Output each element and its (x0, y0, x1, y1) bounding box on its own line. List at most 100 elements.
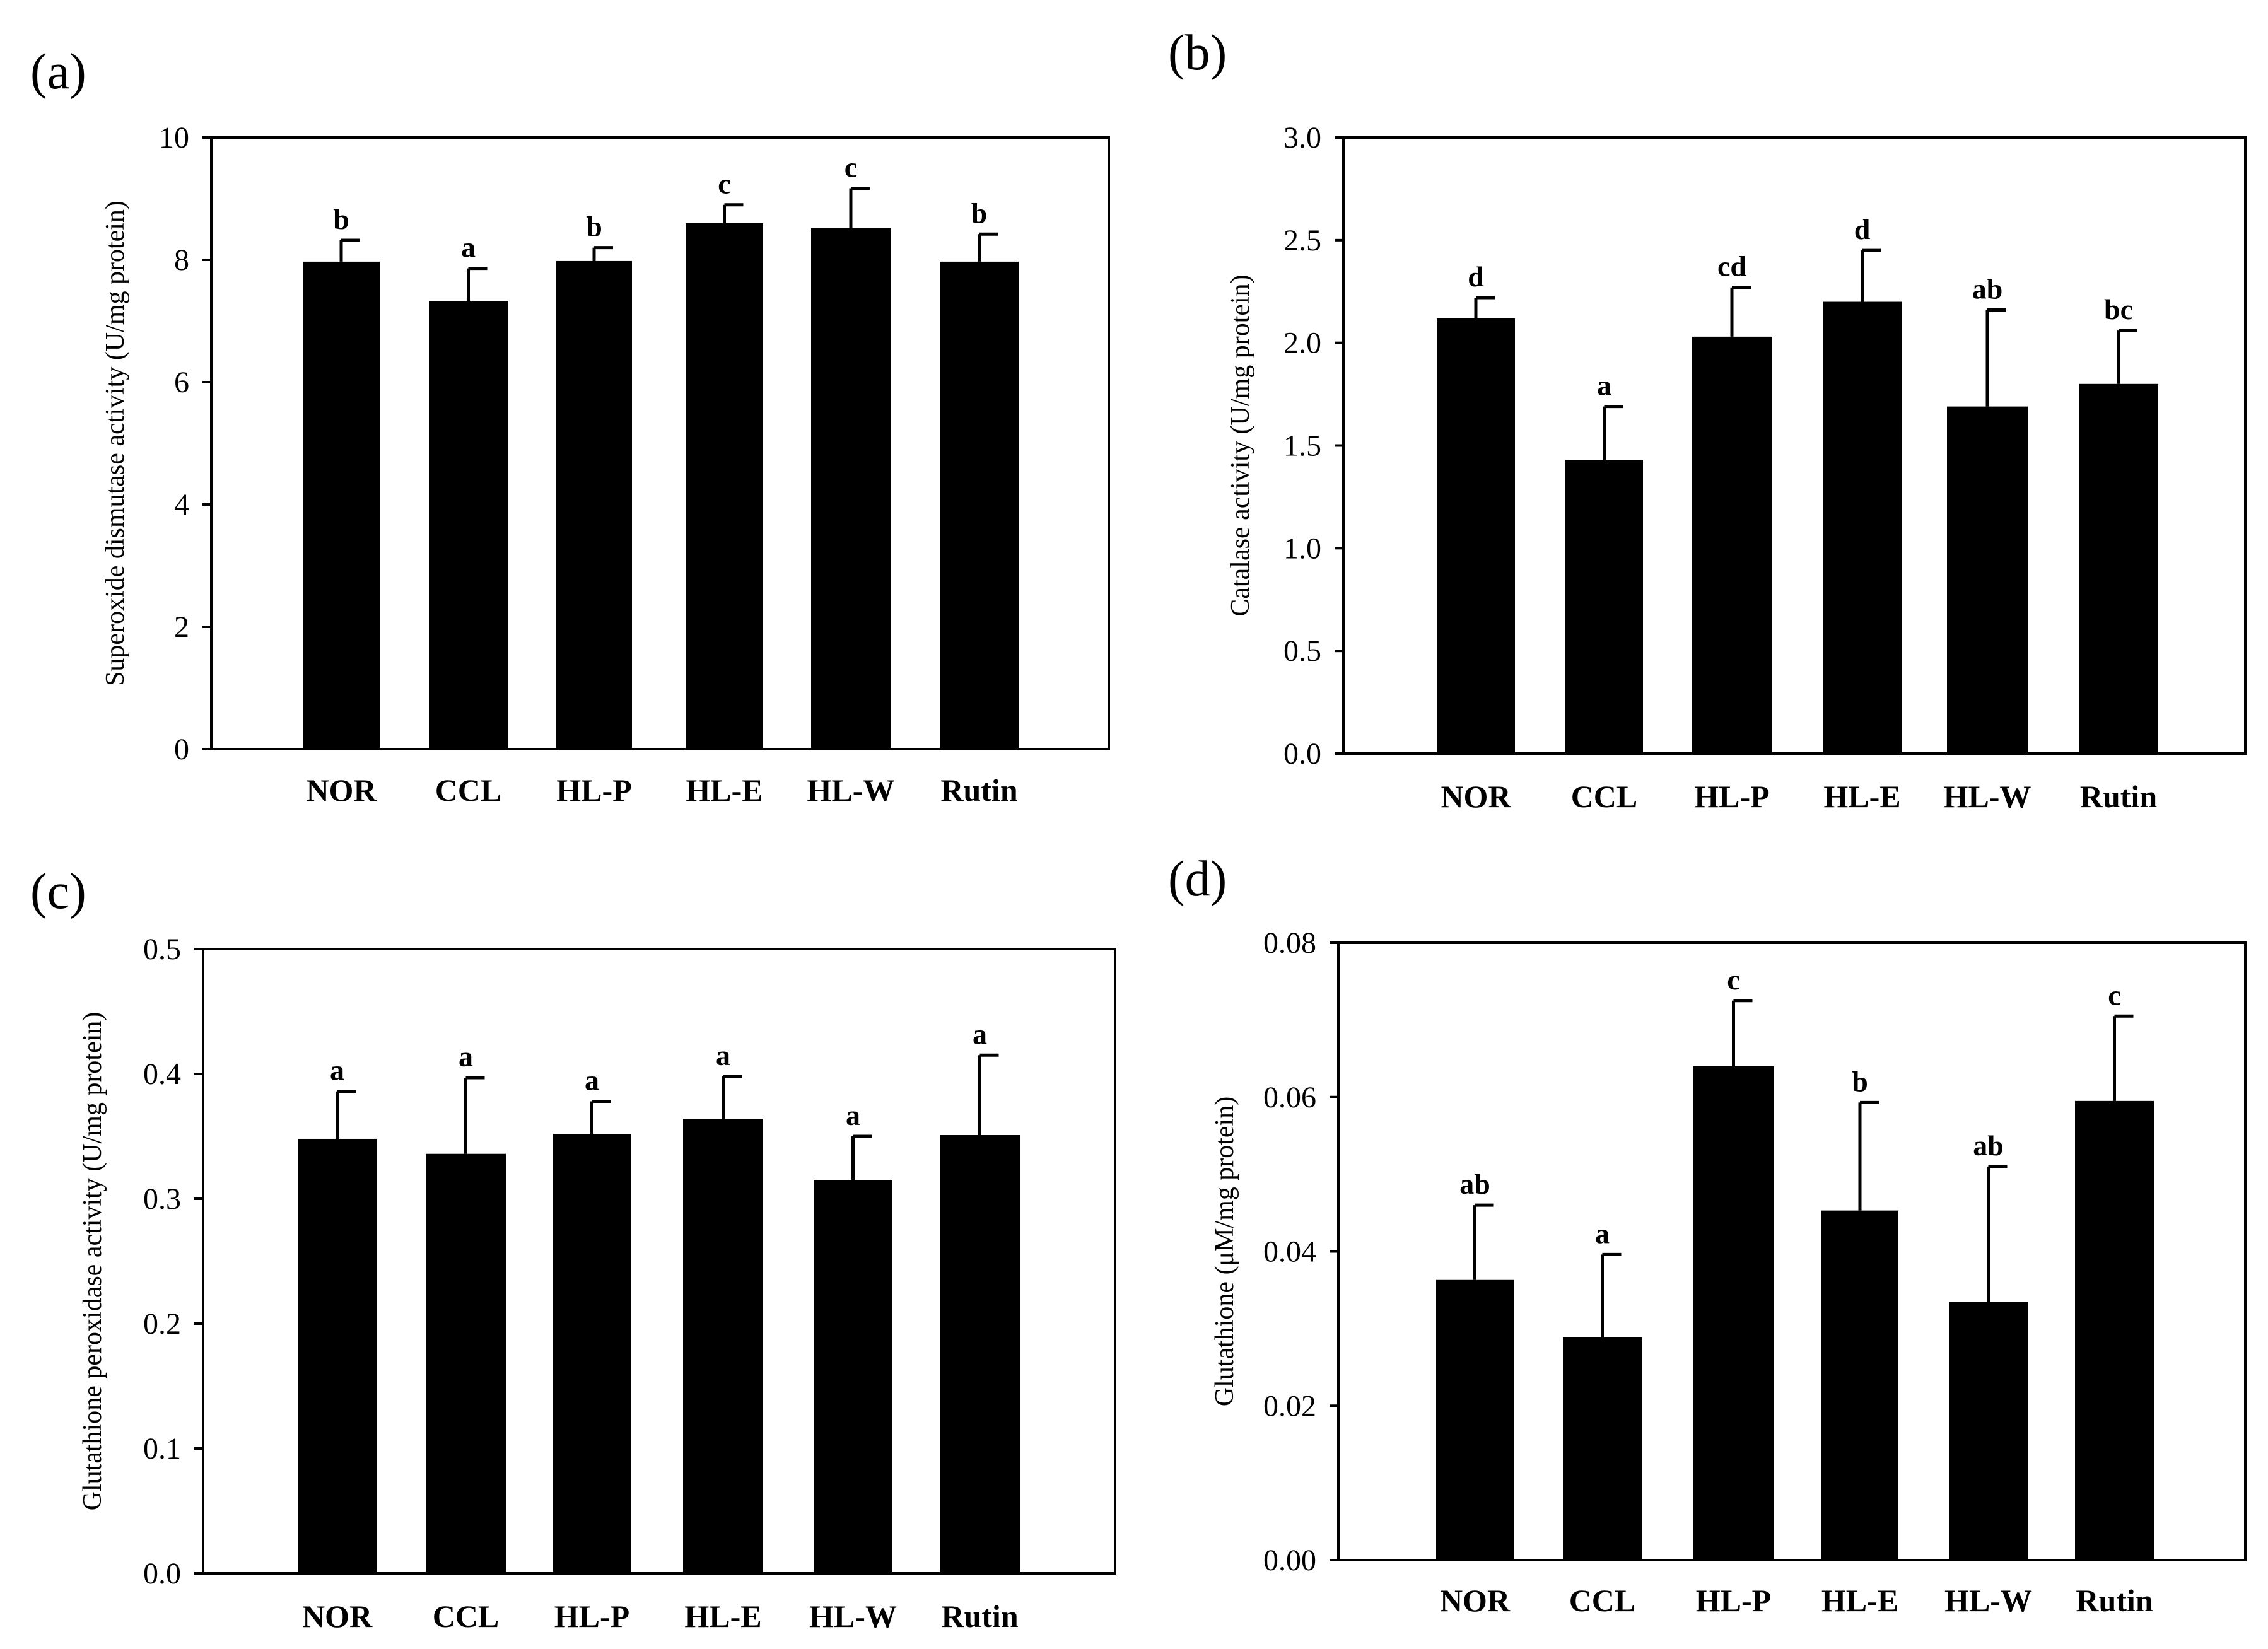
category-label: Rutin (2080, 779, 2157, 814)
category-label: Rutin (941, 1599, 1018, 1634)
y-tick-label: 8 (174, 243, 189, 277)
category-label: NOR (302, 1599, 373, 1634)
significance-label: b (971, 197, 988, 229)
bar-hl-w (1947, 406, 2028, 754)
bar-hl-p (1692, 336, 1772, 754)
significance-label: a (330, 1054, 344, 1087)
error-bar (1985, 308, 2006, 407)
y-tick-label: 0.08 (1263, 926, 1316, 960)
error-bar (336, 1090, 356, 1139)
category-label: HL-W (1944, 779, 2031, 814)
y-tick-label: 3.0 (1283, 121, 1321, 154)
significance-label: c (718, 168, 730, 200)
error-bar (723, 203, 744, 223)
bar-rutin (2079, 383, 2158, 754)
significance-label: d (1854, 213, 1871, 245)
category-label: CCL (1569, 1583, 1636, 1618)
significance-label: a (461, 231, 476, 264)
category-label: HL-P (1696, 1583, 1771, 1618)
panel-a: (a) 0 2 4 6 8 10 Superoxide dismutase activity … (30, 44, 1110, 808)
error-bar (851, 1134, 872, 1180)
y-tick-label: 0.00 (1263, 1544, 1316, 1577)
category-label: CCL (433, 1599, 500, 1634)
significance-label: b (1852, 1065, 1868, 1097)
category-label: HL-P (554, 1599, 629, 1634)
panel-letter: (d) (1168, 851, 1227, 907)
significance-label: b (333, 203, 349, 235)
category-label: HL-W (807, 772, 895, 808)
significance-label: c (1727, 964, 1739, 996)
significance-label: a (1595, 1217, 1610, 1249)
error-bar (1861, 248, 1881, 302)
y-tick-label: 2.0 (1283, 327, 1321, 360)
bar-ccl (1563, 1337, 1642, 1560)
error-bar (339, 238, 360, 262)
y-tick-label: 0.02 (1263, 1389, 1316, 1423)
category-label: HL-P (556, 772, 631, 808)
y-tick-label: 0.4 (143, 1058, 181, 1091)
significance-label: ab (1973, 1129, 2004, 1162)
error-bar (1858, 1100, 1879, 1211)
y-tick-label: 0.0 (1283, 737, 1321, 771)
panel-b: (b) 0.0 0.5 1.0 1.5 2.0 2.5 3.0 Catalase activit… (1168, 25, 2247, 814)
category-label: HL-P (1694, 779, 1769, 814)
panel-letter: (b) (1168, 25, 1227, 81)
bar-hl-w (811, 228, 891, 749)
y-tick-label: 6 (174, 366, 189, 399)
bar-hl-e (686, 223, 763, 749)
significance-label: c (845, 151, 857, 184)
category-label: HL-E (1821, 1583, 1898, 1618)
category-label: NOR (1441, 779, 1511, 814)
bar-nor (303, 261, 380, 749)
category-label: NOR (1440, 1583, 1511, 1618)
bar-hl-p (1693, 1066, 1774, 1560)
error-bar (464, 1076, 485, 1154)
category-label: CCL (435, 772, 502, 808)
y-tick-label: 0.1 (143, 1432, 181, 1465)
category-label: HL-E (684, 1599, 761, 1634)
panel-d: (d) 0.00 0.02 0.04 0.06 0.08 Glutathione (μM/m… (1168, 851, 2247, 1618)
bar-nor (1437, 318, 1515, 754)
significance-label: d (1468, 260, 1484, 293)
y-tick-label: 0.04 (1263, 1235, 1316, 1269)
error-bar (978, 1053, 999, 1136)
bar-ccl (429, 300, 508, 749)
y-tick-label: 0.2 (143, 1307, 181, 1341)
significance-label: bc (2104, 293, 2133, 325)
bar-hl-p (553, 1134, 631, 1573)
category-label: HL-E (686, 772, 763, 808)
significance-label: c (2108, 979, 2120, 1011)
significance-label: ab (1459, 1168, 1490, 1200)
bar-nor (298, 1138, 377, 1573)
error-bar (1730, 286, 1751, 337)
error-bar (1603, 405, 1623, 460)
significance-label: b (586, 211, 602, 243)
significance-label: cd (1717, 250, 1746, 283)
bar-ccl (426, 1153, 506, 1573)
error-bar (2117, 329, 2137, 384)
significance-label: a (716, 1039, 730, 1071)
bar-nor (1436, 1279, 1514, 1560)
bar-hl-e (1823, 301, 1902, 754)
category-label: HL-E (1823, 779, 1900, 814)
category-label: Rutin (2076, 1583, 2153, 1618)
significance-label: a (459, 1040, 473, 1073)
y-axis-title: Superoxide dismutase activity (U/mg prot… (101, 201, 130, 686)
error-bar (1601, 1252, 1622, 1337)
y-tick-label: 0.5 (143, 933, 181, 966)
category-label: Rutin (940, 772, 1017, 808)
y-tick-label: 4 (174, 488, 189, 522)
y-tick-label: 2 (174, 610, 189, 644)
y-tick-label: 0.06 (1263, 1081, 1316, 1114)
category-label: HL-W (1944, 1583, 2032, 1618)
bar-hl-w (1949, 1302, 2028, 1560)
significance-label: a (973, 1018, 987, 1050)
y-tick-label: 1.5 (1283, 429, 1321, 463)
y-tick-label: 0 (174, 733, 189, 766)
y-tick-label: 0.5 (1283, 634, 1321, 668)
bar-rutin (940, 1135, 1020, 1573)
error-bar (849, 187, 870, 228)
y-axis-title: Glutathione peroxidase activity (U/mg pr… (78, 1012, 107, 1511)
y-tick-label: 0.3 (143, 1182, 181, 1216)
